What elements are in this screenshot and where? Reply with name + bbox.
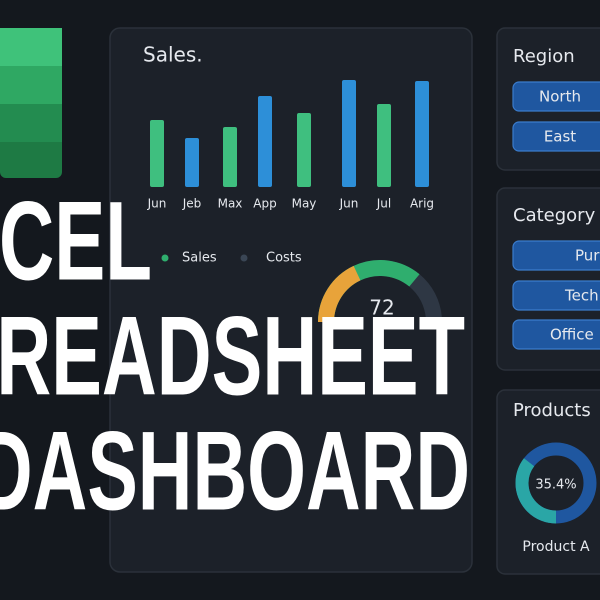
x-tick-label: Jun (147, 197, 167, 211)
headline: DASHBOARD (0, 409, 470, 534)
panel-title: Category (513, 205, 596, 226)
bar (223, 127, 237, 187)
x-tick-label: Max (218, 197, 243, 211)
panel-title: Products (513, 400, 591, 421)
filter-chip[interactable] (512, 240, 600, 271)
legend-dot (240, 254, 248, 262)
x-tick-label: Arig (410, 197, 434, 211)
chip-label[interactable]: East (544, 128, 576, 146)
bar (415, 81, 429, 187)
panel-title: Region (513, 46, 575, 67)
gauge-accent (318, 265, 361, 323)
filter-chip[interactable] (512, 121, 600, 152)
chip-label[interactable]: North (539, 88, 581, 106)
x-tick-label: May (292, 197, 317, 211)
gauge-label: 72 (369, 296, 394, 320)
filter-chip[interactable] (512, 81, 600, 112)
logo (0, 28, 62, 178)
filter-chip[interactable] (512, 319, 600, 350)
legend-label: Sales (182, 251, 217, 266)
bar (258, 96, 272, 187)
headline: SPREADSHEET (0, 294, 465, 419)
headline: EXCEL (0, 179, 152, 304)
x-tick-label: Jun (339, 197, 359, 211)
bar (150, 120, 164, 187)
bar (297, 113, 311, 187)
legend-label: Costs (266, 251, 302, 266)
chip-label[interactable]: Pur (575, 247, 600, 265)
products-panel (496, 389, 600, 575)
chip-label[interactable]: Office (550, 326, 594, 344)
donut-value (515, 442, 597, 524)
x-tick-label: Jul (376, 197, 391, 211)
filter-chip[interactable] (512, 280, 600, 311)
bar (185, 138, 199, 187)
chip-label[interactable]: Tech (564, 287, 599, 305)
bar (342, 80, 356, 187)
legend-dot (161, 254, 169, 262)
bar (377, 104, 391, 187)
panel-title: Sales. (143, 43, 203, 67)
caption: Product A (522, 539, 590, 555)
x-tick-label: App (253, 197, 276, 211)
x-tick-label: Jeb (182, 197, 202, 211)
donut-label: 35.4% (535, 478, 576, 493)
